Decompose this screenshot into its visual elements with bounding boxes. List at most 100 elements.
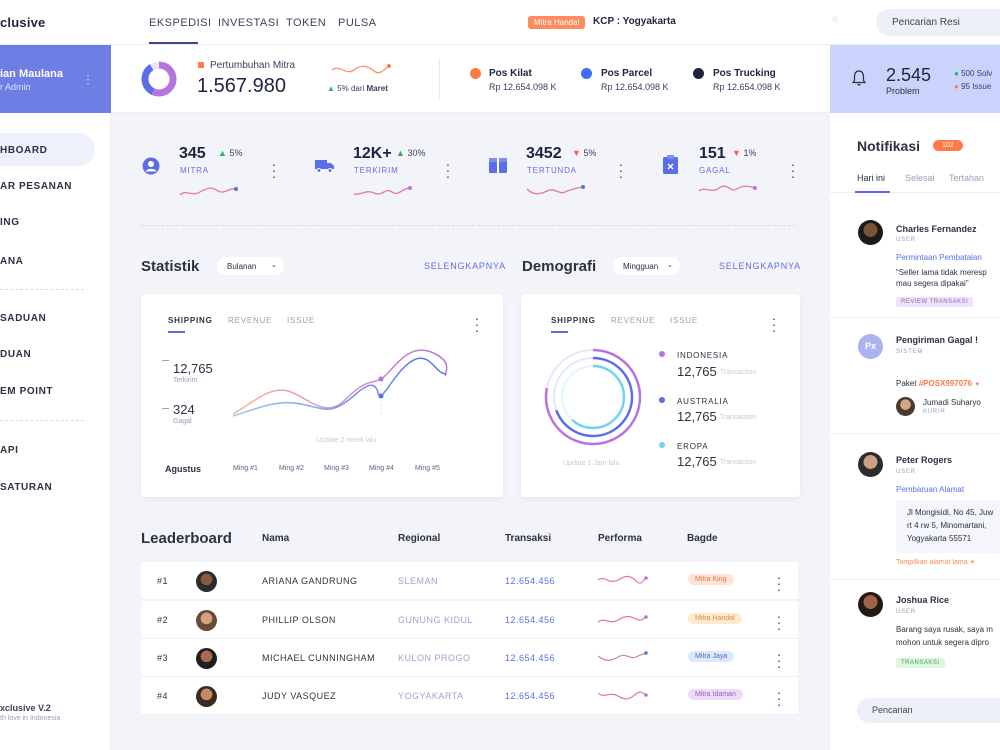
sidebar-divider bbox=[0, 289, 84, 290]
up-arrow-icon: ▲ bbox=[327, 84, 335, 93]
footer-version: xclusive V.2 bbox=[0, 703, 51, 713]
pos-parcel-value: Rp 12.654.098 K bbox=[601, 82, 669, 92]
review-transaksi-button[interactable]: REVIEW TRANSAKSI bbox=[896, 297, 974, 307]
row-menu-icon[interactable]: · · · bbox=[776, 684, 782, 712]
sidebar-item-dashboard[interactable]: HBOARD bbox=[0, 145, 48, 156]
section-divider bbox=[141, 225, 796, 226]
sidebar-item-api[interactable]: API bbox=[0, 445, 19, 456]
notif-tab-today[interactable]: Hari ini bbox=[857, 173, 886, 183]
row-menu-icon[interactable]: · · · bbox=[776, 608, 782, 636]
col-header-performa: Performa bbox=[598, 533, 642, 544]
notif-search-input[interactable]: Pencarian bbox=[857, 698, 1000, 723]
sidebar-active-highlight bbox=[0, 133, 95, 166]
demografi-menu-icon[interactable]: · · · bbox=[771, 310, 777, 338]
profile-name: ian Maulana bbox=[0, 68, 63, 80]
legend-dot-indonesia bbox=[659, 351, 665, 357]
sidebar-item-keuangan[interactable]: ANA bbox=[0, 256, 24, 267]
profile-menu-icon[interactable]: · · · bbox=[86, 68, 90, 90]
notif-body-line: mohon untuk segera dipro bbox=[896, 638, 989, 647]
stat-gagal-menu-icon[interactable]: · · · bbox=[790, 156, 796, 184]
nav-tab-investasi[interactable]: INVESTASI bbox=[218, 17, 280, 29]
brand-logo: clusive bbox=[0, 15, 46, 30]
demografi-more-link[interactable]: SELENGKAPNYA bbox=[719, 261, 801, 271]
sidebar-item-tracking[interactable]: ING bbox=[0, 217, 20, 228]
nav-tab-token[interactable]: TOKEN bbox=[286, 17, 327, 29]
demografi-tab-issue[interactable]: ISSUE bbox=[670, 316, 699, 325]
caret-down-icon: ▼ bbox=[974, 382, 981, 388]
notif-tab-tertahan[interactable]: Tertahan bbox=[949, 173, 985, 183]
table-row[interactable]: #1 ARIANA GANDRUNG SLEMAN 12.654.456 Mit… bbox=[141, 562, 798, 600]
table-row[interactable]: #2 PHILLIP OLSON GUNUNG KIDUL 12.654.456… bbox=[141, 601, 798, 639]
region-indonesia: INDONESIA bbox=[677, 351, 729, 360]
series-line-terkirim bbox=[232, 349, 448, 415]
row-region: SLEMAN bbox=[398, 576, 439, 586]
statistik-menu-icon[interactable]: · · · bbox=[474, 310, 480, 338]
sidebar-item-panduan[interactable]: DUAN bbox=[0, 349, 32, 360]
growth-label: Pertumbuhan Mitra bbox=[210, 60, 296, 71]
ring-australia bbox=[552, 356, 634, 438]
col-header-transaksi: Transaksi bbox=[505, 533, 552, 544]
stat-tertunda-label: TERTUNDA bbox=[527, 166, 577, 175]
pos-kilat-icon bbox=[470, 68, 481, 79]
row-menu-icon[interactable]: · · · bbox=[776, 646, 782, 674]
stat-mitra-change: ▲ 5% bbox=[218, 148, 243, 158]
statistik-period-select[interactable]: Bulanan ⌄ bbox=[217, 257, 284, 275]
resi-search-input[interactable]: Pencarian Resi bbox=[876, 9, 1000, 36]
row-menu-icon[interactable]: · · · bbox=[776, 569, 782, 597]
sidebar-item-redeem-point[interactable]: EM POINT bbox=[0, 386, 54, 397]
notif-sender: Peter Rogers bbox=[896, 455, 953, 465]
kcp-location: KCP : Yogyakarta bbox=[593, 16, 676, 27]
stat-mitra-menu-icon[interactable]: · · · bbox=[271, 156, 277, 184]
demografi-period-select[interactable]: Mingguan ⌄ bbox=[613, 257, 680, 275]
statistik-line-chart bbox=[232, 349, 448, 417]
region-australia-value: 12,765 bbox=[677, 409, 717, 424]
region-unit: Transaction bbox=[720, 459, 757, 466]
problem-summary[interactable]: 2.545 Problem ● 500 Solv ● 95 Issue bbox=[830, 45, 1000, 113]
stat-gagal-change: ▼ 1% bbox=[732, 148, 757, 158]
stat-tertunda-menu-icon[interactable]: · · · bbox=[618, 156, 624, 184]
demografi-tab-revenue[interactable]: REVENUE bbox=[611, 316, 656, 325]
dash-icon bbox=[162, 360, 169, 361]
sidebar-item-pengaduan[interactable]: SADUAN bbox=[0, 313, 47, 324]
nav-tab-pulsa[interactable]: PULSA bbox=[338, 17, 377, 29]
notif-role: SISTEM bbox=[896, 349, 924, 355]
profile-card[interactable]: ian Maulana r Admin · · · bbox=[0, 45, 111, 113]
avatar bbox=[196, 610, 217, 631]
notif-role: USER bbox=[896, 609, 916, 615]
demografi-tab-shipping[interactable]: SHIPPING bbox=[551, 316, 596, 325]
avatar-initials: Px bbox=[858, 334, 883, 359]
row-amount: 12.654.456 bbox=[505, 653, 556, 663]
statistik-tab-revenue[interactable]: REVENUE bbox=[228, 316, 273, 325]
courier-name: Jumadi Suharyo bbox=[923, 398, 981, 407]
demografi-title: Demografi bbox=[522, 258, 597, 275]
notif-subject[interactable]: Permintaan Pembatalan bbox=[896, 253, 982, 262]
show-old-address-link[interactable]: Tampilkan alamat lama ▼ bbox=[896, 559, 976, 566]
stat-terkirim-change: ▲ 30% bbox=[396, 148, 426, 158]
avatar bbox=[858, 220, 883, 245]
transaksi-button[interactable]: TRANSAKSI bbox=[896, 658, 945, 668]
gagal-value: 324 bbox=[173, 402, 195, 417]
statistik-tab-issue[interactable]: ISSUE bbox=[287, 316, 316, 325]
row-rank: #1 bbox=[157, 576, 169, 586]
sidebar-item-daftar-pesanan[interactable]: AR PESANAN bbox=[0, 181, 73, 192]
table-row[interactable]: #3 MICHAEL CUNNINGHAM KULON PROGO 12.654… bbox=[141, 639, 798, 677]
demografi-updated: Update 1 Jam lalu bbox=[563, 460, 620, 467]
sidebar-item-pengaturan[interactable]: SATURAN bbox=[0, 482, 53, 493]
statistik-tab-shipping[interactable]: SHIPPING bbox=[168, 316, 213, 325]
notif-sender: Pengiriman Gagal ! bbox=[896, 335, 979, 345]
week-label: Ming #1 bbox=[233, 465, 258, 472]
statistik-more-link[interactable]: SELENGKAPNYA bbox=[424, 261, 506, 271]
nav-tab-ekspedisi[interactable]: EKSPEDISI bbox=[149, 17, 212, 29]
col-header-bagde: Bagde bbox=[687, 533, 718, 544]
row-badge: Mitra Handal bbox=[688, 613, 742, 624]
legend-dot-australia bbox=[659, 397, 665, 403]
col-header-nama: Nama bbox=[262, 533, 290, 544]
week-label: Ming #3 bbox=[324, 465, 349, 472]
address-line: Yogyakarta 55571 bbox=[907, 534, 972, 543]
notif-tab-selesai[interactable]: Selesai bbox=[905, 173, 935, 183]
notif-body-line: Barang saya rusak, saya m bbox=[896, 625, 993, 634]
notif-subject[interactable]: Pembaruan Alamat bbox=[896, 485, 965, 494]
stat-terkirim-menu-icon[interactable]: · · · bbox=[445, 156, 451, 184]
user-icon bbox=[142, 157, 160, 175]
table-row[interactable]: #4 JUDY VASQUEZ YOGYAKARTA 12.654.456 Mi… bbox=[141, 677, 798, 715]
